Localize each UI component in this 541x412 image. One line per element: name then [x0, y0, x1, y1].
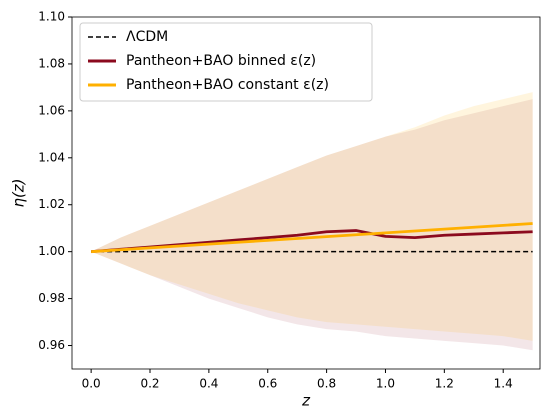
y-tick-label: 1.02 [38, 197, 65, 211]
legend-label: Pantheon+BAO binned ε(z) [126, 53, 316, 69]
x-tick-label: 1.4 [494, 377, 513, 391]
data-line [91, 222, 533, 254]
x-tick-label: 0.0 [82, 377, 101, 391]
x-tick-label: 0.4 [199, 377, 218, 391]
y-tick-label: 1.04 [38, 150, 65, 164]
plot-frame [71, 16, 541, 370]
y-tick-label: 0.98 [38, 291, 65, 305]
x-tick-label: 0.8 [317, 377, 336, 391]
legend: ΛCDM Pantheon+BAO binned ε(z) Pantheon+BAO… [79, 22, 373, 102]
y-axis-label: η(z) [10, 178, 28, 207]
x-tick-label: 1.0 [376, 377, 395, 391]
x-axis-label: z [301, 392, 311, 410]
y-tick-label: 1.00 [38, 244, 65, 258]
y-tick-label: 1.08 [38, 56, 65, 70]
x-tick-label: 0.6 [258, 377, 277, 391]
legend-label: ΛCDM [126, 29, 168, 45]
legend-label: Pantheon+BAO constant ε(z) [126, 77, 329, 93]
y-tick-label: 0.96 [38, 338, 65, 352]
x-tick-label: 0.2 [140, 377, 159, 391]
confidence-band [91, 99, 533, 351]
x-tick-label: 1.2 [435, 377, 454, 391]
y-tick-label: 1.06 [38, 103, 65, 117]
legend-box [79, 22, 373, 102]
y-tick-label: 1.10 [38, 10, 65, 24]
confidence-band [91, 92, 533, 341]
